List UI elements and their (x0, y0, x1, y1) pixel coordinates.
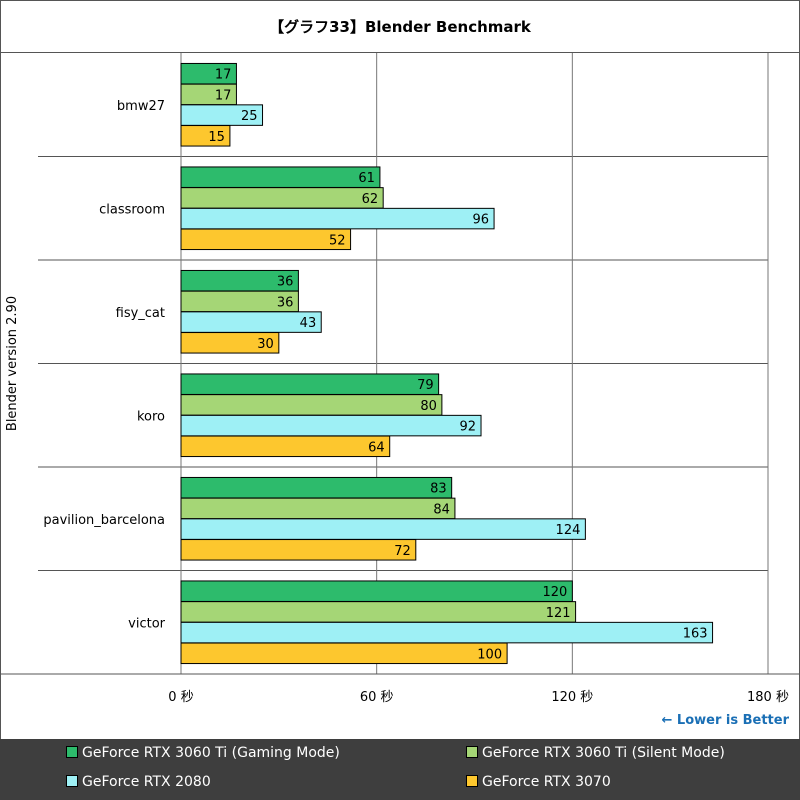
bar-value-label: 36 (277, 295, 294, 310)
bar (180, 539, 417, 561)
x-tick-label: 120 秒 (551, 690, 593, 705)
bar-value-label: 61 (358, 171, 375, 186)
bar-value-label: 100 (477, 647, 502, 662)
category-label: pavilion_barcelona (43, 513, 165, 528)
bar-value-label: 163 (683, 627, 708, 642)
x-tick-label: 180 秒 (747, 690, 789, 705)
bar (180, 435, 391, 458)
legend-item: GeForce RTX 3060 Ti (Silent Mode) (466, 745, 725, 761)
lower-is-better-note: ← Lower is Better (661, 713, 790, 728)
bar (180, 187, 384, 209)
bar (180, 621, 714, 644)
bar (180, 373, 440, 395)
bar (180, 601, 577, 623)
category-label: koro (137, 409, 165, 424)
chart-title: 【グラフ33】Blender Benchmark (269, 18, 531, 36)
legend-swatch (466, 775, 478, 787)
legend-swatch (466, 746, 478, 758)
bar (180, 642, 508, 665)
legend-label: GeForce RTX 3070 (482, 774, 611, 790)
bar-value-label: 72 (394, 544, 411, 559)
legend-label: GeForce RTX 3060 Ti (Silent Mode) (482, 745, 725, 761)
bar (180, 125, 231, 147)
bar (180, 414, 482, 437)
bar-value-label: 25 (241, 109, 258, 124)
chart-legend: GeForce RTX 3060 Ti (Gaming Mode) GeForce… (0, 739, 800, 800)
bar (180, 394, 443, 416)
bar-value-label: 62 (362, 192, 379, 207)
bar-value-label: 96 (473, 213, 490, 228)
bar-value-label: 92 (459, 420, 476, 435)
bar (180, 228, 352, 251)
bar (180, 332, 280, 354)
bar-value-label: 79 (417, 378, 434, 393)
x-tick-label: 0 秒 (168, 690, 193, 705)
bar-value-label: 17 (215, 68, 232, 83)
legend-item: GeForce RTX 3070 (466, 774, 611, 790)
category-label: classroom (99, 202, 165, 217)
bar-value-label: 15 (208, 130, 225, 145)
title-divider (0, 52, 800, 53)
bar (180, 476, 453, 499)
legend-swatch (66, 746, 78, 758)
bar-value-label: 84 (433, 502, 450, 517)
legend-item: GeForce RTX 2080 (66, 774, 211, 790)
legend-item: GeForce RTX 3060 Ti (Gaming Mode) (66, 745, 340, 761)
x-tick-label: 60 秒 (360, 690, 394, 705)
legend-label: GeForce RTX 3060 Ti (Gaming Mode) (82, 745, 340, 761)
bar (180, 207, 495, 230)
bar-value-label: 30 (257, 337, 274, 352)
bar-value-label: 17 (215, 88, 232, 103)
bar-value-label: 64 (368, 440, 385, 455)
bar-value-label: 124 (556, 523, 581, 538)
bar-value-label: 52 (329, 233, 346, 248)
y-axis-title: Blender version 2.90 (5, 296, 20, 431)
category-label: bmw27 (117, 99, 165, 114)
bar-chart: 0 秒 60 秒 120 秒 180 秒 Blender version 2.90 bmw… (0, 53, 800, 705)
legend-label: GeForce RTX 2080 (82, 774, 211, 790)
category-label: victor (128, 616, 166, 631)
bar-value-label: 80 (420, 399, 437, 414)
bar (180, 580, 573, 602)
bar-value-label: 83 (430, 482, 447, 497)
bar-value-label: 36 (277, 275, 294, 290)
bar-value-label: 121 (546, 606, 571, 621)
category-label: fisy_cat (116, 306, 165, 321)
bar-value-label: 43 (300, 316, 317, 331)
legend-swatch (66, 775, 78, 787)
bar-value-label: 120 (543, 585, 568, 600)
bar (180, 166, 381, 188)
bar (180, 497, 456, 520)
bar (180, 518, 586, 540)
